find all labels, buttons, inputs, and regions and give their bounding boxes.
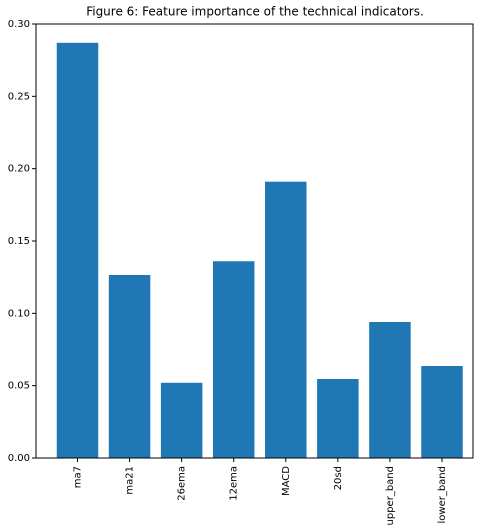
y-tick-label: 0.00 [8,453,30,464]
bar [56,42,99,458]
x-tick-label: 12ema [229,466,240,501]
x-tick-label: ma21 [125,466,136,495]
x-tick-label: upper_band [385,466,396,525]
y-tick-label: 0.15 [8,236,30,247]
y-tick-label: 0.30 [8,19,30,30]
y-tick-label: 0.05 [8,381,30,392]
bar [160,382,203,458]
x-tick-label: 26ema [177,466,188,501]
chart-title: Figure 6: Feature importance of the tech… [86,5,424,19]
x-tick-label: MACD [281,466,292,496]
y-tick-label: 0.25 [8,91,30,102]
bar [317,379,359,458]
y-tick-label: 0.20 [8,164,30,175]
plot-frame [35,23,474,459]
bar [265,181,307,459]
bar [369,322,411,458]
bar [421,365,463,458]
bar [108,274,151,458]
bar [212,261,255,458]
x-tick-label: ma7 [73,466,84,488]
x-tick-label: lower_band [437,466,448,524]
y-tick-label: 0.10 [8,308,30,319]
x-tick-label: 20sd [333,466,344,490]
